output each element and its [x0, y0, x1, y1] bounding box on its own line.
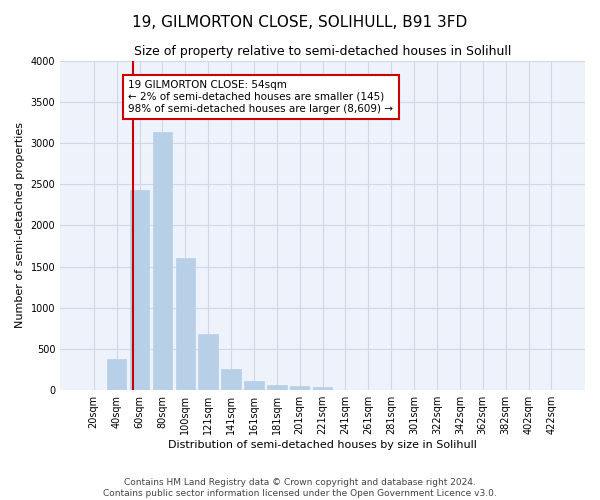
Bar: [244, 381, 263, 390]
Text: 19 GILMORTON CLOSE: 54sqm
← 2% of semi-detached houses are smaller (145)
98% of : 19 GILMORTON CLOSE: 54sqm ← 2% of semi-d…: [128, 80, 394, 114]
Y-axis label: Number of semi-detached properties: Number of semi-detached properties: [15, 122, 25, 328]
Bar: [313, 387, 332, 390]
X-axis label: Distribution of semi-detached houses by size in Solihull: Distribution of semi-detached houses by …: [168, 440, 477, 450]
Bar: [130, 190, 149, 390]
Bar: [221, 369, 241, 390]
Bar: [267, 385, 287, 390]
Text: Contains HM Land Registry data © Crown copyright and database right 2024.
Contai: Contains HM Land Registry data © Crown c…: [103, 478, 497, 498]
Title: Size of property relative to semi-detached houses in Solihull: Size of property relative to semi-detach…: [134, 45, 511, 58]
Bar: [107, 359, 127, 390]
Bar: [290, 386, 310, 390]
Bar: [199, 334, 218, 390]
Bar: [176, 258, 195, 390]
Bar: [152, 132, 172, 390]
Text: 19, GILMORTON CLOSE, SOLIHULL, B91 3FD: 19, GILMORTON CLOSE, SOLIHULL, B91 3FD: [133, 15, 467, 30]
